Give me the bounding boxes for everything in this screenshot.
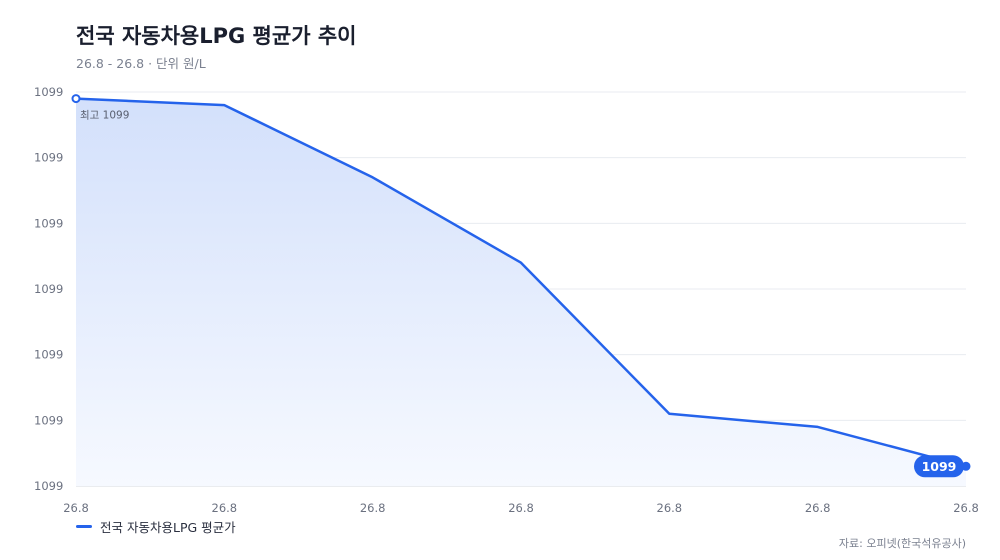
series-markers: 최고 1099 1099 [71,94,971,478]
y-tick-label: 1099 [34,282,63,296]
series-area [76,98,966,486]
legend-swatch [76,525,92,528]
y-tick-label: 1099 [34,216,63,230]
x-tick-label: 26.8 [657,501,683,515]
y-tick-label: 1099 [34,413,63,427]
x-tick-label: 26.8 [953,501,979,515]
y-tick-label: 1099 [34,85,63,99]
x-tick-label: 26.8 [212,501,238,515]
y-tick-label: 1099 [34,479,63,493]
x-tick-label: 26.8 [805,501,831,515]
last-value-label: 1099 [922,459,957,474]
series-line [74,97,968,468]
last-value-badge [914,455,964,478]
max-point-marker [71,94,81,104]
x-tick-label: 26.8 [63,501,89,515]
y-tick-label: 1099 [34,151,63,165]
page-title: 전국 자동차용LPG 평균가 추이 [76,24,357,48]
legend: 전국 자동차용LPG 평균가 [76,517,236,536]
x-tick-label: 26.8 [508,501,534,515]
x-tick-label: 26.8 [360,501,386,515]
chart-subtitle: 26.8 - 26.8 · 단위 원/L [76,56,206,71]
y-tick-label: 1099 [34,348,63,362]
legend-label: 전국 자동차용LPG 평균가 [100,520,236,535]
x-axis-ticks: 26.8 26.8 26.8 26.8 26.8 26.8 26.8 [63,501,979,515]
y-axis-ticks: 1099 1099 1099 1099 1099 1099 1099 [34,85,63,493]
max-point-label: 최고 1099 [80,110,129,122]
source-note: 자료: 오피넷(한국석유공사) [838,537,966,550]
